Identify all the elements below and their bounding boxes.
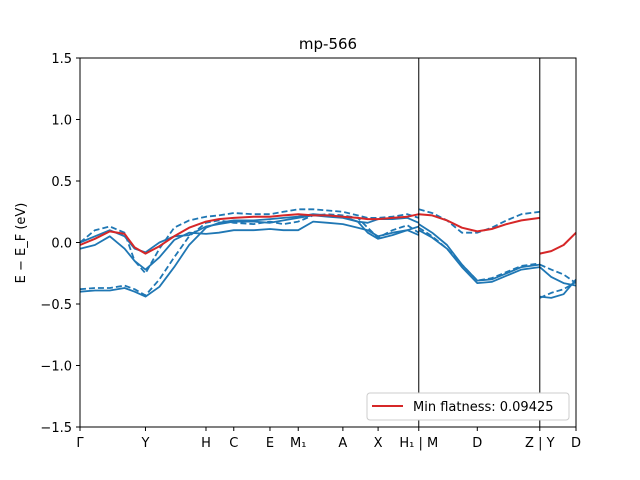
x-tick-label: Y xyxy=(140,436,149,451)
x-tick-label: H₁ | M xyxy=(399,436,438,451)
band-line xyxy=(539,263,577,284)
legend: Min flatness: 0.09425 xyxy=(366,392,570,421)
band-line xyxy=(418,226,540,282)
high-symmetry-lines xyxy=(418,58,541,427)
x-tick-label: A xyxy=(338,436,347,451)
band-line xyxy=(79,213,420,297)
band-line xyxy=(418,229,540,284)
band-line xyxy=(79,214,420,254)
chart-title: mp-566 xyxy=(299,35,357,53)
y-tick-label: −1.0 xyxy=(40,360,72,375)
x-ticks: Γ Y H C E M₁ A X H₁ | M D Z | Y D xyxy=(76,427,581,451)
x-tick-label: D xyxy=(472,436,482,451)
band-line xyxy=(79,213,420,298)
band-line xyxy=(539,278,577,299)
plot-area: −1.5 −1.0 −0.5 0.0 0.5 1.0 1.5 Γ Y H C E M₁ A X H₁ | M… xyxy=(40,52,581,451)
x-tick-label: H xyxy=(201,436,211,451)
plot-frame xyxy=(79,57,577,428)
x-tick-label: Γ xyxy=(76,436,84,451)
y-tick-label: −0.5 xyxy=(40,298,72,313)
band-line xyxy=(539,281,577,299)
band-line xyxy=(79,220,420,271)
series-layer xyxy=(79,208,577,299)
band-line xyxy=(418,208,540,234)
x-tick-label: E xyxy=(266,436,274,451)
y-tick-label: 0.5 xyxy=(51,175,72,190)
legend-label: Min flatness: 0.09425 xyxy=(413,400,554,415)
y-tick-label: 1.5 xyxy=(51,52,72,67)
x-tick-label: D xyxy=(571,436,581,451)
flat-band-line xyxy=(79,213,540,255)
x-tick-label: C xyxy=(229,436,238,451)
flat-band-line xyxy=(539,231,577,255)
y-ticks: −1.5 −1.0 −0.5 0.0 0.5 1.0 1.5 xyxy=(40,52,80,436)
y-tick-label: 0.0 xyxy=(51,237,72,252)
y-tick-label: −1.5 xyxy=(40,421,72,436)
y-axis-label: E − E_F (eV) xyxy=(14,203,29,284)
x-tick-label: M₁ xyxy=(290,436,306,451)
y-tick-label: 1.0 xyxy=(51,114,72,129)
x-tick-label: Z | Y xyxy=(525,436,555,451)
band-line xyxy=(418,223,540,282)
band-line xyxy=(539,266,577,287)
x-tick-label: X xyxy=(374,436,383,451)
legend-box xyxy=(366,392,570,421)
